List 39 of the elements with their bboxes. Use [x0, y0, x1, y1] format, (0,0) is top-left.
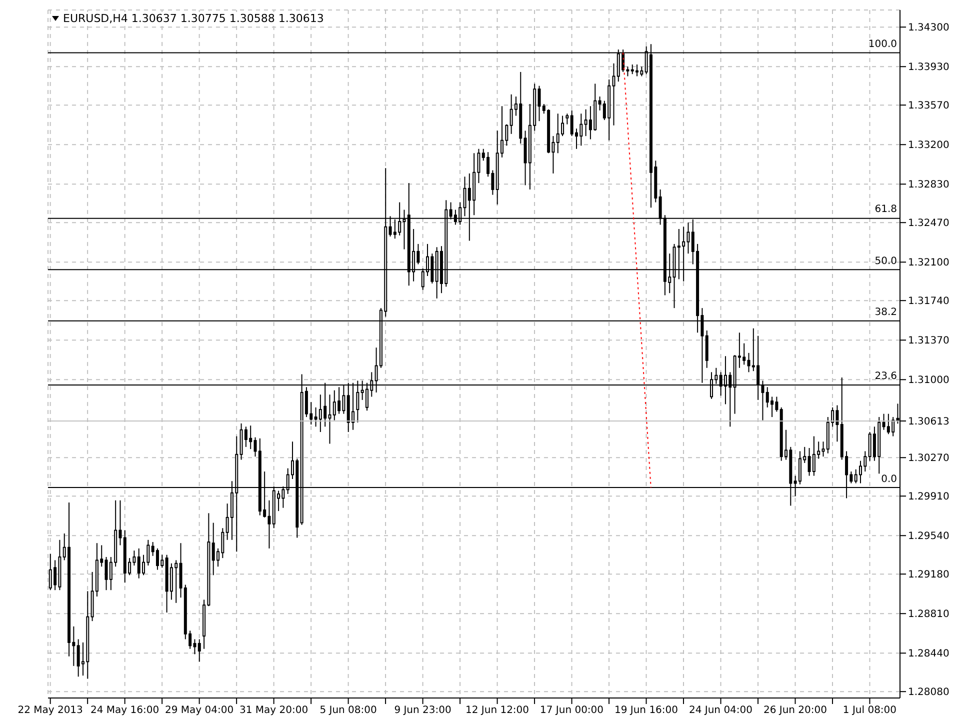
y-tick-label: 1.33930 — [908, 62, 950, 74]
annotation: 61.8 — [874, 204, 897, 216]
chart-title: EURUSD,H4 1.30637 1.30775 1.30588 1.30613 — [63, 12, 324, 25]
y-tick-label: 1.31740 — [908, 296, 950, 308]
x-tick-label: 22 May 2013 — [18, 705, 83, 716]
annotation: 0.0 — [881, 474, 897, 486]
y-tick-label: 1.28810 — [908, 609, 950, 620]
y-tick-label: 1.34300 — [908, 22, 950, 34]
y-tick-label: 1.32100 — [908, 258, 950, 269]
x-tick-label: 5 Jun 08:00 — [320, 705, 377, 716]
y-tick-label: 1.30613 — [908, 416, 950, 428]
annotation: 100.0 — [868, 38, 897, 51]
y-tick-label: 1.28080 — [908, 687, 950, 698]
x-tick-label: 29 May 04:00 — [165, 705, 234, 716]
y-tick-label: 1.29180 — [908, 570, 950, 581]
x-tick-label: 19 Jun 16:00 — [614, 705, 678, 716]
y-tick-label: 1.30270 — [908, 453, 950, 464]
y-tick-label: 1.29910 — [908, 492, 950, 503]
candlestick — [198, 638, 201, 662]
y-tick-label: 1.33570 — [908, 100, 950, 112]
y-tick-label: 1.28440 — [908, 648, 950, 660]
candlestick — [566, 113, 569, 125]
annotation: 38.2 — [874, 306, 897, 319]
x-tick-label: 24 Jun 04:00 — [688, 705, 753, 716]
x-tick-label: 9 Jun 23:00 — [394, 705, 452, 716]
annotation: 23.6 — [874, 370, 897, 383]
x-tick-label: 24 May 16:00 — [90, 705, 160, 716]
x-tick-label: 12 Jun 12:00 — [466, 705, 530, 716]
y-tick-label: 1.29540 — [908, 531, 950, 542]
annotation: 50.0 — [874, 256, 897, 268]
y-tick-label: 1.33200 — [908, 140, 950, 152]
y-tick-label: 1.32470 — [908, 218, 950, 230]
y-tick-label: 1.31370 — [908, 336, 950, 347]
x-tick-label: 26 Jun 20:00 — [763, 705, 828, 716]
x-tick-label: 31 May 20:00 — [240, 705, 308, 716]
y-tick-label: 1.31000 — [908, 375, 950, 386]
y-tick-label: 1.32830 — [908, 180, 950, 191]
x-tick-label: 17 Jun 00:00 — [540, 705, 604, 716]
x-tick-label: 1 Jul 08:00 — [842, 705, 897, 716]
